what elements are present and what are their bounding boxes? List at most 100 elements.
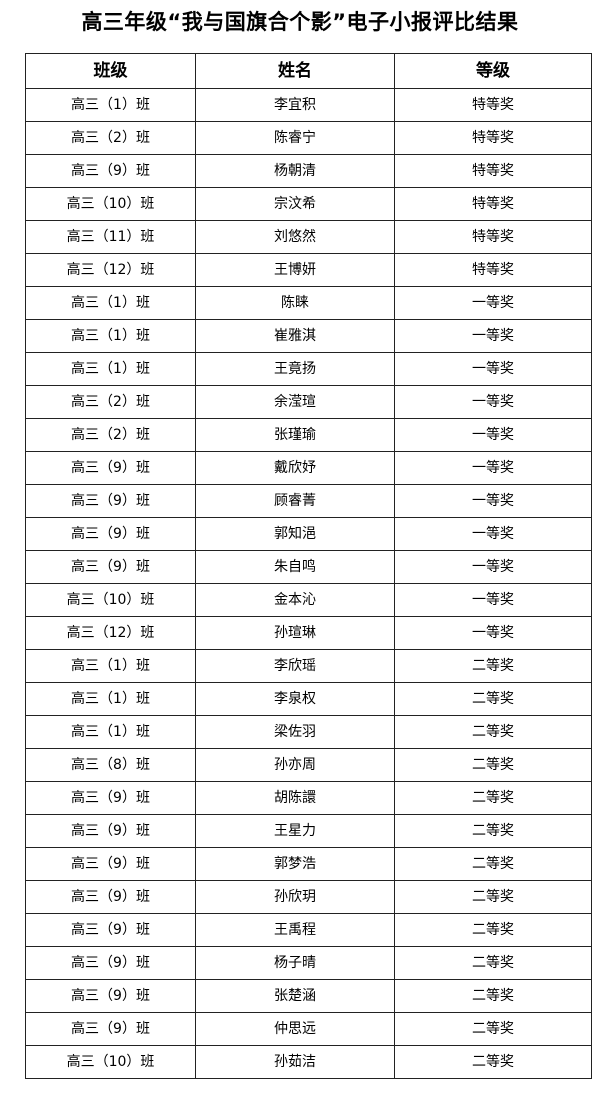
cell-grade: 二等奖 xyxy=(394,880,592,914)
cell-grade: 二等奖 xyxy=(394,946,592,980)
cell-name: 王竟扬 xyxy=(195,352,395,386)
cell-grade: 一等奖 xyxy=(394,616,592,650)
cell-class: 高三（1）班 xyxy=(25,715,196,749)
cell-class: 高三（1）班 xyxy=(25,319,196,353)
table-row: 高三（9）班 郭知浥 一等奖 xyxy=(25,517,592,551)
cell-name: 金本沁 xyxy=(195,583,395,617)
cell-name: 李欣瑶 xyxy=(195,649,395,683)
cell-name: 李泉权 xyxy=(195,682,395,716)
cell-name: 杨子晴 xyxy=(195,946,395,980)
table-row: 高三（9）班 张楚涵 二等奖 xyxy=(25,979,592,1013)
table-row: 高三（9）班 杨朝清 特等奖 xyxy=(25,154,592,188)
cell-class: 高三（1）班 xyxy=(25,649,196,683)
cell-grade: 二等奖 xyxy=(394,814,592,848)
cell-grade: 一等奖 xyxy=(394,286,592,320)
cell-class: 高三（10）班 xyxy=(25,1045,196,1079)
cell-grade: 特等奖 xyxy=(394,187,592,221)
cell-name: 刘悠然 xyxy=(195,220,395,254)
header-class: 班级 xyxy=(25,53,196,89)
cell-name: 陈睿宁 xyxy=(195,121,395,155)
cell-grade: 一等奖 xyxy=(394,484,592,518)
cell-name: 王博妍 xyxy=(195,253,395,287)
cell-grade: 二等奖 xyxy=(394,682,592,716)
cell-class: 高三（1）班 xyxy=(25,286,196,320)
cell-class: 高三（12）班 xyxy=(25,253,196,287)
cell-grade: 特等奖 xyxy=(394,220,592,254)
cell-grade: 一等奖 xyxy=(394,418,592,452)
cell-class: 高三（9）班 xyxy=(25,847,196,881)
table-row: 高三（9）班 胡陈譞 二等奖 xyxy=(25,781,592,815)
table-row: 高三（10）班 金本沁 一等奖 xyxy=(25,583,592,617)
cell-name: 孙欣玥 xyxy=(195,880,395,914)
cell-grade: 二等奖 xyxy=(394,847,592,881)
header-grade: 等级 xyxy=(394,53,592,89)
cell-grade: 一等奖 xyxy=(394,319,592,353)
table-row: 高三（9）班 王禹程 二等奖 xyxy=(25,913,592,947)
cell-class: 高三（9）班 xyxy=(25,814,196,848)
table-row: 高三（9）班 仲思远 二等奖 xyxy=(25,1012,592,1046)
table-row: 高三（9）班 郭梦浩 二等奖 xyxy=(25,847,592,881)
cell-class: 高三（2）班 xyxy=(25,385,196,419)
table-row: 高三（9）班 杨子晴 二等奖 xyxy=(25,946,592,980)
table-row: 高三（9）班 朱自鸣 一等奖 xyxy=(25,550,592,584)
cell-grade: 二等奖 xyxy=(394,1045,592,1079)
cell-class: 高三（9）班 xyxy=(25,913,196,947)
cell-name: 余滢瑄 xyxy=(195,385,395,419)
table-row: 高三（1）班 王竟扬 一等奖 xyxy=(25,352,592,386)
table-row: 高三（12）班 王博妍 特等奖 xyxy=(25,253,592,287)
table-row: 高三（2）班 陈睿宁 特等奖 xyxy=(25,121,592,155)
table-row: 高三（1）班 李泉权 二等奖 xyxy=(25,682,592,716)
table-row: 高三（2）班 张瑾瑜 一等奖 xyxy=(25,418,592,452)
cell-name: 孙茹洁 xyxy=(195,1045,395,1079)
cell-grade: 二等奖 xyxy=(394,748,592,782)
cell-name: 孙瑄琳 xyxy=(195,616,395,650)
cell-class: 高三（9）班 xyxy=(25,781,196,815)
cell-grade: 特等奖 xyxy=(394,253,592,287)
cell-grade: 二等奖 xyxy=(394,1012,592,1046)
cell-name: 顾睿菁 xyxy=(195,484,395,518)
table-row: 高三（12）班 孙瑄琳 一等奖 xyxy=(25,616,592,650)
table-row: 高三（9）班 王星力 二等奖 xyxy=(25,814,592,848)
cell-grade: 二等奖 xyxy=(394,913,592,947)
table-row: 高三（1）班 梁佐羽 二等奖 xyxy=(25,715,592,749)
table-header-row: 班级 姓名 等级 xyxy=(25,53,592,89)
table-row: 高三（1）班 陈睐 一等奖 xyxy=(25,286,592,320)
cell-name: 陈睐 xyxy=(195,286,395,320)
cell-class: 高三（2）班 xyxy=(25,121,196,155)
cell-grade: 一等奖 xyxy=(394,550,592,584)
cell-name: 戴欣妤 xyxy=(195,451,395,485)
table-row: 高三（9）班 戴欣妤 一等奖 xyxy=(25,451,592,485)
cell-grade: 特等奖 xyxy=(394,154,592,188)
cell-class: 高三（9）班 xyxy=(25,154,196,188)
cell-grade: 一等奖 xyxy=(394,583,592,617)
cell-class: 高三（9）班 xyxy=(25,946,196,980)
cell-grade: 二等奖 xyxy=(394,649,592,683)
table-row: 高三（1）班 崔雅淇 一等奖 xyxy=(25,319,592,353)
cell-name: 胡陈譞 xyxy=(195,781,395,815)
table-row: 高三（9）班 孙欣玥 二等奖 xyxy=(25,880,592,914)
table-row: 高三（1）班 李宜积 特等奖 xyxy=(25,88,592,122)
cell-name: 张瑾瑜 xyxy=(195,418,395,452)
cell-class: 高三（9）班 xyxy=(25,1012,196,1046)
cell-grade: 一等奖 xyxy=(394,352,592,386)
cell-class: 高三（10）班 xyxy=(25,583,196,617)
cell-name: 郭知浥 xyxy=(195,517,395,551)
table-row: 高三（10）班 孙茹洁 二等奖 xyxy=(25,1045,592,1079)
table-row: 高三（11）班 刘悠然 特等奖 xyxy=(25,220,592,254)
cell-grade: 特等奖 xyxy=(394,88,592,122)
cell-name: 梁佐羽 xyxy=(195,715,395,749)
cell-name: 张楚涵 xyxy=(195,979,395,1013)
cell-class: 高三（1）班 xyxy=(25,88,196,122)
cell-grade: 特等奖 xyxy=(394,121,592,155)
cell-name: 李宜积 xyxy=(195,88,395,122)
cell-class: 高三（2）班 xyxy=(25,418,196,452)
cell-name: 杨朝清 xyxy=(195,154,395,188)
cell-class: 高三（12）班 xyxy=(25,616,196,650)
cell-class: 高三（9）班 xyxy=(25,550,196,584)
cell-class: 高三（10）班 xyxy=(25,187,196,221)
cell-grade: 二等奖 xyxy=(394,979,592,1013)
table-row: 高三（9）班 顾睿菁 一等奖 xyxy=(25,484,592,518)
cell-name: 仲思远 xyxy=(195,1012,395,1046)
table-row: 高三（2）班 余滢瑄 一等奖 xyxy=(25,385,592,419)
cell-grade: 一等奖 xyxy=(394,451,592,485)
